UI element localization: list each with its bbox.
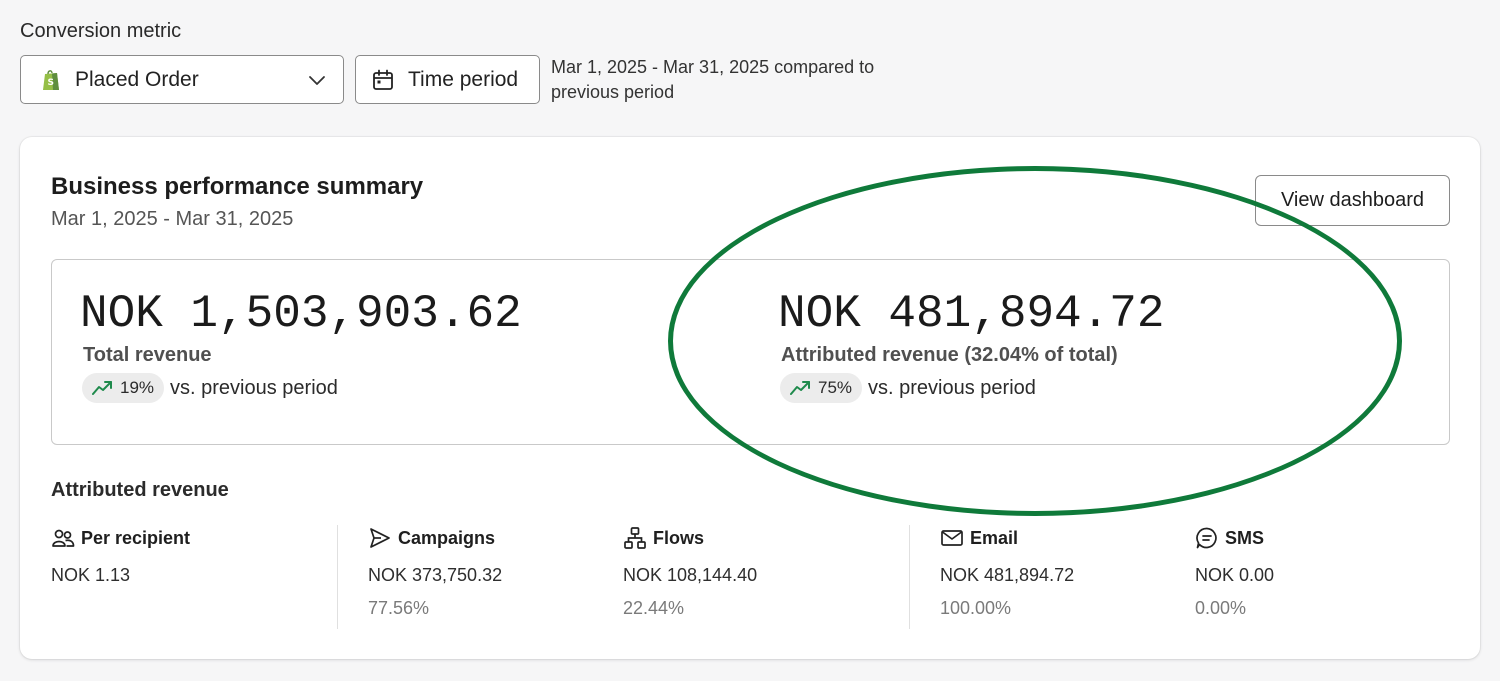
filter-controls: S Placed Order Time period Mar 1, 2025 -…: [20, 55, 911, 105]
card-date-range: Mar 1, 2025 - Mar 31, 2025: [51, 208, 294, 230]
email-value: NOK 481,894.72: [940, 565, 1075, 585]
attributed-revenue-breakdown: Per recipient NOK 1.13 Campaigns NOK 373…: [51, 525, 1450, 629]
campaigns-percent: 77.56%: [368, 598, 430, 618]
total-revenue-label: Total revenue: [83, 344, 212, 366]
business-performance-card: Business performance summary Mar 1, 2025…: [20, 137, 1480, 659]
comparison-label: vs. previous period: [170, 376, 338, 399]
email-percent: 100.00%: [940, 598, 1012, 618]
flows-percent: 22.44%: [623, 598, 685, 618]
people-icon: [52, 529, 75, 547]
comparison-label: vs. previous period: [868, 376, 1036, 399]
conversion-metric-select[interactable]: S Placed Order: [20, 55, 344, 104]
attributed-revenue-metric: NOK 481,894.72 Attributed revenue (32.04…: [778, 288, 1164, 403]
sms-icon: [1196, 527, 1217, 549]
shopify-icon: S: [43, 69, 59, 90]
sms-column: SMS NOK 0.00 0.00%: [1195, 527, 1275, 619]
svg-text:S: S: [48, 78, 54, 88]
campaigns-column: Campaigns NOK 373,750.32 77.56%: [368, 527, 503, 619]
campaigns-value: NOK 373,750.32: [368, 565, 503, 585]
flows-column: Flows NOK 108,144.40 22.44%: [623, 527, 758, 618]
calendar-icon: [373, 69, 393, 90]
sms-value: NOK 0.00: [1195, 565, 1275, 585]
per-recipient-column: Per recipient NOK 1.13: [51, 527, 191, 586]
attributed-revenue-label: Attributed revenue (32.04% of total): [781, 344, 1118, 366]
card-title: Business performance summary: [51, 173, 424, 200]
attributed-revenue-value: NOK 481,894.72: [778, 288, 1165, 340]
time-period-label: Time period: [408, 67, 519, 91]
trend-up-icon: [92, 381, 112, 395]
selected-metric: Placed Order: [75, 67, 199, 91]
comparison-range-text: Mar 1, 2025 - Mar 31, 2025 compared to p…: [551, 57, 875, 102]
view-dashboard-button[interactable]: View dashboard: [1255, 175, 1450, 226]
total-revenue-metric: NOK 1,503,903.62 Total revenue 19% vs. p…: [80, 288, 522, 403]
change-badge: 75%: [780, 373, 863, 403]
chevron-down-icon: [309, 75, 325, 85]
conversion-metric-label: Conversion metric: [20, 20, 182, 42]
send-icon: [370, 528, 390, 548]
email-column: Email NOK 481,894.72 100.00%: [940, 527, 1075, 619]
attributed-revenue-delta: 75% vs. previous period: [780, 373, 1164, 403]
column-divider: [909, 525, 910, 629]
column-divider: [337, 525, 338, 629]
time-period-button[interactable]: Time period: [355, 55, 540, 104]
sms-percent: 0.00%: [1195, 598, 1247, 618]
per-recipient-value: NOK 1.13: [51, 565, 131, 585]
flow-icon: [624, 527, 646, 549]
trend-up-icon: [790, 381, 810, 395]
revenue-summary-box: NOK 1,503,903.62 Total revenue 19% vs. p…: [51, 259, 1450, 445]
total-revenue-value: NOK 1,503,903.62: [80, 288, 522, 340]
flows-value: NOK 108,144.40: [623, 565, 758, 585]
total-revenue-delta: 19% vs. previous period: [82, 373, 522, 403]
mail-icon: [941, 530, 963, 546]
attributed-revenue-title: Attributed revenue: [51, 479, 229, 501]
change-badge: 19%: [82, 373, 165, 403]
